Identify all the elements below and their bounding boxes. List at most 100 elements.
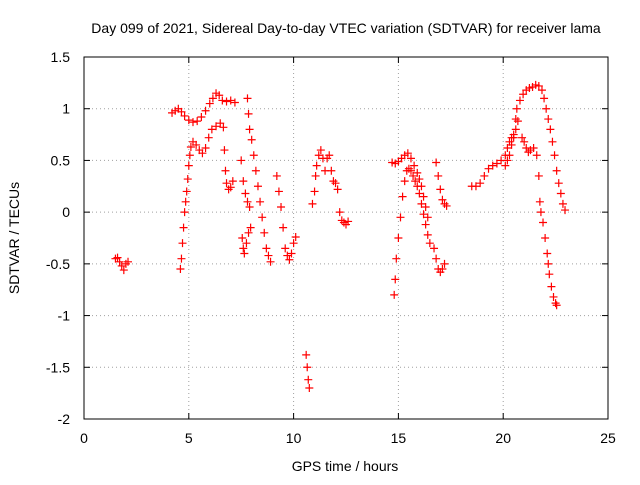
data-point (548, 137, 557, 146)
data-point (176, 265, 185, 274)
data-point (279, 223, 288, 232)
data-point (287, 249, 296, 258)
data-point (419, 210, 428, 219)
data-point (492, 159, 501, 168)
data-point (185, 151, 194, 160)
data-point (406, 154, 415, 163)
data-point (541, 234, 550, 242)
data-point (419, 192, 428, 201)
data-point (310, 187, 319, 196)
data-point (179, 223, 188, 232)
data-point (208, 94, 217, 103)
data-point (119, 266, 128, 275)
data-point (438, 195, 447, 204)
data-point (438, 265, 447, 274)
data-point (212, 122, 221, 131)
data-point (440, 199, 449, 208)
data-point (180, 111, 189, 120)
data-point (245, 202, 254, 211)
data-point (518, 133, 527, 142)
data-point (543, 249, 552, 258)
data-point (333, 185, 342, 194)
grid (84, 57, 608, 419)
data-point (197, 112, 206, 121)
data-point (219, 123, 228, 132)
x-tick-labels: 0 5 10 15 20 25 (80, 430, 616, 446)
y-tick-label: 1.5 (51, 49, 71, 65)
data-point (410, 161, 419, 170)
data-point (245, 125, 254, 134)
data-point (178, 239, 187, 248)
data-point (520, 137, 529, 146)
data-point (184, 161, 193, 170)
data-point (226, 96, 235, 105)
data-point (180, 208, 189, 217)
data-point (201, 106, 210, 115)
data-points (111, 80, 570, 392)
data-point (331, 179, 340, 188)
chart-title: Day 099 of 2021, Sidereal Day-to-day VTE… (91, 20, 601, 36)
data-point (432, 158, 441, 167)
data-point (421, 202, 430, 211)
data-point (222, 179, 231, 188)
data-point (417, 199, 426, 208)
data-point (554, 179, 563, 188)
x-tick-label: 25 (600, 430, 616, 446)
x-tick-label: 0 (80, 430, 88, 446)
data-point (285, 255, 294, 264)
data-point (505, 151, 514, 160)
data-point (327, 166, 336, 175)
data-point (398, 192, 407, 201)
data-point (183, 175, 192, 184)
y-tick-label: 1 (62, 101, 70, 117)
data-point (184, 116, 193, 125)
y-axis-label: SDTVAR / TECUs (6, 182, 22, 294)
data-point (550, 151, 559, 160)
data-point (396, 213, 405, 222)
data-point (258, 213, 267, 222)
data-point (532, 151, 541, 160)
data-point (329, 177, 338, 186)
data-point (192, 140, 201, 149)
data-point (222, 97, 231, 106)
data-point (308, 199, 317, 208)
data-point (392, 254, 401, 263)
data-point (215, 91, 224, 100)
data-point (432, 254, 441, 263)
plot-frame (83, 56, 609, 420)
data-point (421, 220, 430, 229)
data-point (325, 151, 334, 160)
data-point (335, 208, 344, 217)
data-point (415, 189, 424, 198)
data-point (193, 117, 202, 126)
x-tick-label: 10 (286, 430, 302, 446)
data-point (124, 257, 133, 266)
data-point (226, 183, 235, 192)
data-point (314, 151, 323, 160)
data-point (305, 383, 314, 392)
data-point (201, 144, 210, 153)
data-point (344, 217, 353, 226)
data-point (181, 197, 190, 206)
data-point (264, 251, 273, 260)
data-point (247, 135, 256, 144)
data-point (507, 140, 516, 149)
data-point (394, 234, 403, 242)
data-point (244, 228, 253, 237)
data-point (409, 171, 418, 180)
data-point (423, 213, 432, 222)
data-point (218, 96, 227, 105)
y-tick-label: -1.5 (46, 359, 70, 375)
data-point (221, 166, 230, 175)
data-point (425, 239, 434, 248)
data-point (243, 197, 252, 206)
y-tick-labels: -2 -1.5 -1 -0.5 0 0.5 1 1.5 (46, 49, 70, 427)
data-point (186, 142, 195, 151)
data-point (289, 239, 298, 248)
data-point (556, 189, 565, 198)
data-point (536, 208, 545, 217)
data-point (524, 148, 533, 157)
data-point (205, 99, 214, 108)
